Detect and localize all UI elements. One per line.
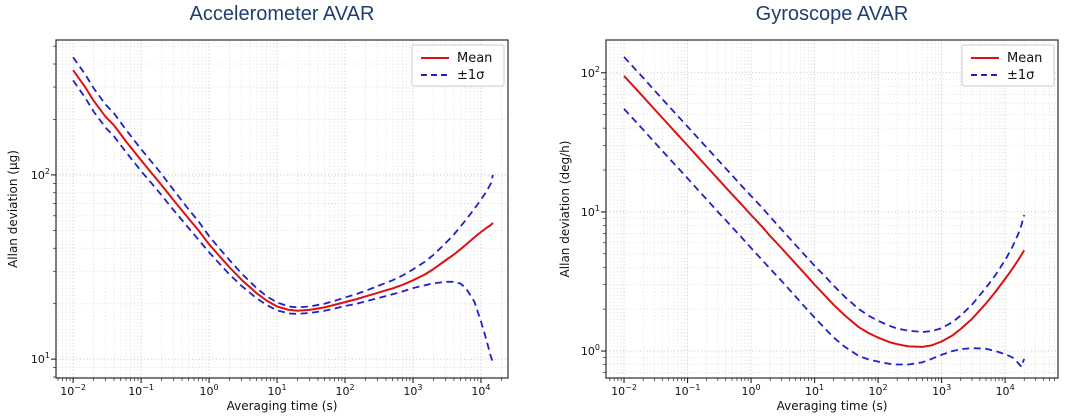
y-tick-label: 101 [581, 204, 600, 219]
gyroscope-avar-title: Gyroscope AVAR [755, 3, 909, 25]
x-tick-label: 100 [200, 383, 219, 398]
x-tick-label: 102 [335, 383, 354, 398]
x-tick-label: 101 [805, 383, 824, 398]
minor-grid [56, 40, 508, 378]
accelerometer-avar-svg: 10−2 10−1 100 101 102 103 104 101 102 Mean ±1σ [31, 39, 509, 398]
axes-spines [55, 39, 509, 379]
legend-label-sigma: ±1σ [1007, 68, 1034, 83]
x-tick-label: 10−2 [60, 383, 86, 398]
x-tick-label: 104 [471, 383, 490, 398]
gyroscope-x-axis-label: Averaging time (s) [776, 399, 888, 413]
plus-sigma-line [72, 56, 494, 309]
gyroscope-avar-plot: 10−2 10−1 100 101 102 103 104 100 101 102 Mean ±1σ [536, 0, 1072, 418]
gyroscope-avar-svg: 10−2 10−1 100 101 102 103 104 100 101 102 Mean ±1σ [581, 39, 1059, 398]
y-tick-label: 102 [581, 65, 600, 80]
y-tick-label: 100 [581, 343, 600, 358]
axes-spines [605, 39, 1059, 379]
legend-label-sigma: ±1σ [457, 68, 484, 83]
mean-line [623, 75, 1026, 348]
mean-line [72, 69, 494, 312]
tick-marks [601, 72, 1055, 383]
minus-sigma-line [72, 79, 494, 363]
minus-sigma-line [623, 108, 1026, 368]
x-tick-label: 104 [996, 383, 1015, 398]
accelerometer-avar-title: Accelerometer AVAR [189, 3, 375, 25]
accelerometer-avar-plot: 10−2 10−1 100 101 102 103 104 101 102 Mean ±1σ [31, 39, 509, 398]
y-tick-label: 101 [31, 351, 50, 366]
accelerometer-avar-figure: Accelerometer AVAR Allan deviation (μg) … [6, 3, 509, 413]
major-grid [606, 40, 1058, 378]
y-tick-label: 102 [31, 167, 50, 182]
x-tick-label: 10−2 [611, 383, 637, 398]
accelerometer-x-axis-label: Averaging time (s) [226, 399, 338, 413]
minor-grid [606, 40, 1058, 378]
x-tick-label: 103 [403, 383, 422, 398]
legend-label-mean: Mean [1007, 51, 1042, 66]
tick-marks [51, 45, 502, 383]
legend: Mean ±1σ [411, 44, 505, 87]
legend-label-mean: Mean [457, 51, 492, 66]
plus-sigma-line [623, 56, 1026, 333]
x-tick-label: 101 [267, 383, 286, 398]
major-grid [56, 40, 508, 378]
x-tick-label: 103 [932, 383, 951, 398]
legend: Mean ±1σ [961, 44, 1055, 87]
x-tick-label: 100 [742, 383, 761, 398]
x-tick-label: 10−1 [128, 383, 154, 398]
x-tick-label: 10−1 [675, 383, 701, 398]
x-tick-label: 102 [869, 383, 888, 398]
gyroscope-avar-figure: Gyroscope AVAR Allan deviation (deg/h) 1… [536, 0, 1072, 418]
